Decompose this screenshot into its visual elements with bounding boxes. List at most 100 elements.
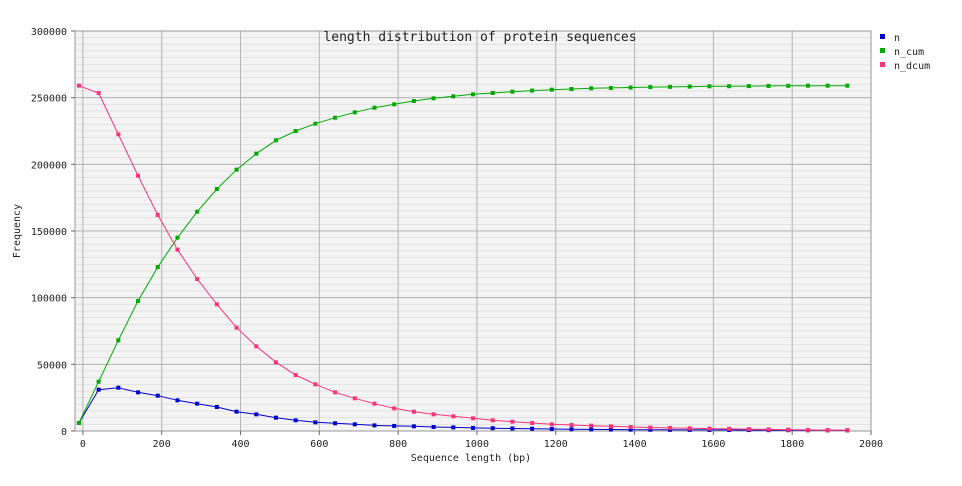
legend-item-n: n (880, 33, 900, 44)
data-point (825, 428, 830, 433)
data-point (136, 299, 141, 303)
data-point (214, 302, 219, 307)
y-axis: 0 50000 100000 150000 200000 250000 300000 (31, 27, 75, 438)
data-point (96, 91, 101, 95)
data-point (451, 94, 456, 99)
data-point (195, 401, 200, 406)
data-point (805, 83, 810, 88)
data-point (549, 427, 554, 431)
data-point (746, 427, 751, 432)
y-axis-label: Frequency (12, 204, 23, 258)
data-point (333, 390, 338, 395)
data-point (273, 138, 278, 143)
legend-item-n-cum: n_cum (880, 47, 924, 58)
data-point (825, 83, 830, 88)
data-point (707, 426, 712, 431)
x-tick-label: 1200 (544, 439, 568, 450)
data-point (116, 132, 121, 137)
legend-item-n-dcum: n_dcum (880, 61, 930, 72)
data-point (569, 87, 574, 91)
data-point (569, 423, 574, 427)
series-n (76, 385, 850, 433)
data-point (254, 412, 259, 417)
data-point (589, 427, 594, 432)
x-tick-label: 600 (310, 439, 328, 450)
data-point (510, 419, 515, 424)
data-point (411, 99, 416, 103)
x-tick-label: 1600 (701, 439, 725, 450)
data-point (136, 173, 141, 178)
data-point (805, 427, 810, 432)
data-point (490, 91, 495, 95)
data-point (155, 265, 160, 269)
y-tick-label: 300000 (31, 27, 67, 38)
data-point (352, 110, 357, 115)
data-point (648, 427, 653, 432)
x-axis-label: Sequence length (bp) (411, 453, 531, 464)
data-point (392, 102, 397, 107)
data-point (313, 382, 318, 387)
x-tick-label: 2000 (859, 439, 883, 450)
data-point (549, 87, 554, 92)
x-tick-label: 400 (231, 439, 249, 450)
data-point (392, 423, 397, 428)
data-point (608, 424, 613, 429)
data-point (687, 84, 692, 89)
y-tick-label: 100000 (31, 294, 67, 305)
data-point (746, 84, 751, 89)
legend-marker (880, 62, 885, 67)
data-point (431, 96, 436, 101)
data-point (273, 360, 278, 365)
y-tick-label: 150000 (31, 227, 67, 238)
data-point (451, 425, 456, 430)
data-point (333, 115, 338, 120)
data-point (628, 85, 633, 90)
data-point (471, 425, 475, 430)
data-point (490, 418, 495, 423)
data-point (96, 387, 101, 392)
data-point (471, 92, 475, 97)
data-point (155, 393, 160, 398)
series-layer (76, 83, 850, 433)
data-point (333, 421, 338, 426)
data-point (727, 84, 732, 89)
data-point (254, 151, 259, 156)
data-point (786, 83, 791, 88)
data-point (549, 422, 554, 427)
data-point (76, 421, 81, 425)
data-point (668, 425, 673, 430)
data-point (687, 426, 692, 431)
x-tick-label: 1000 (465, 439, 489, 450)
series-n-dcum (76, 83, 850, 433)
data-point (510, 89, 515, 94)
data-point (628, 427, 633, 432)
legend-label: n_cum (894, 47, 924, 58)
data-point (76, 83, 81, 88)
data-point (175, 398, 180, 403)
data-point (96, 379, 101, 384)
data-point (116, 338, 121, 343)
data-point (668, 84, 673, 89)
legend-label: n (894, 33, 900, 44)
data-point (530, 426, 535, 431)
data-point (175, 235, 180, 240)
y-tick-label: 50000 (37, 360, 67, 371)
y-tick-label: 0 (61, 427, 67, 438)
data-point (786, 427, 791, 432)
data-point (766, 427, 771, 432)
data-point (451, 414, 456, 419)
x-tick-label: 1800 (780, 439, 804, 450)
data-point (313, 121, 318, 126)
data-point (273, 415, 278, 420)
data-point (845, 428, 850, 433)
chart-title: length distribution of protein sequences (323, 30, 636, 45)
data-point (727, 426, 732, 431)
series-line (78, 387, 848, 431)
series-line (78, 85, 848, 424)
x-axis: 0 200 400 600 800 1000 1200 1400 1600 1800 2000 (80, 431, 883, 450)
data-point (431, 412, 436, 417)
x-tick-label: 0 (80, 439, 86, 450)
data-point (195, 209, 200, 214)
y-tick-label: 200000 (31, 160, 67, 171)
